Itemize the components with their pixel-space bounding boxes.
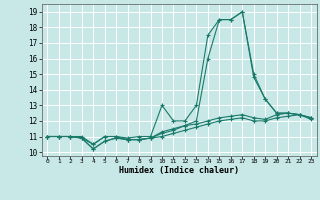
X-axis label: Humidex (Indice chaleur): Humidex (Indice chaleur) [119, 166, 239, 175]
